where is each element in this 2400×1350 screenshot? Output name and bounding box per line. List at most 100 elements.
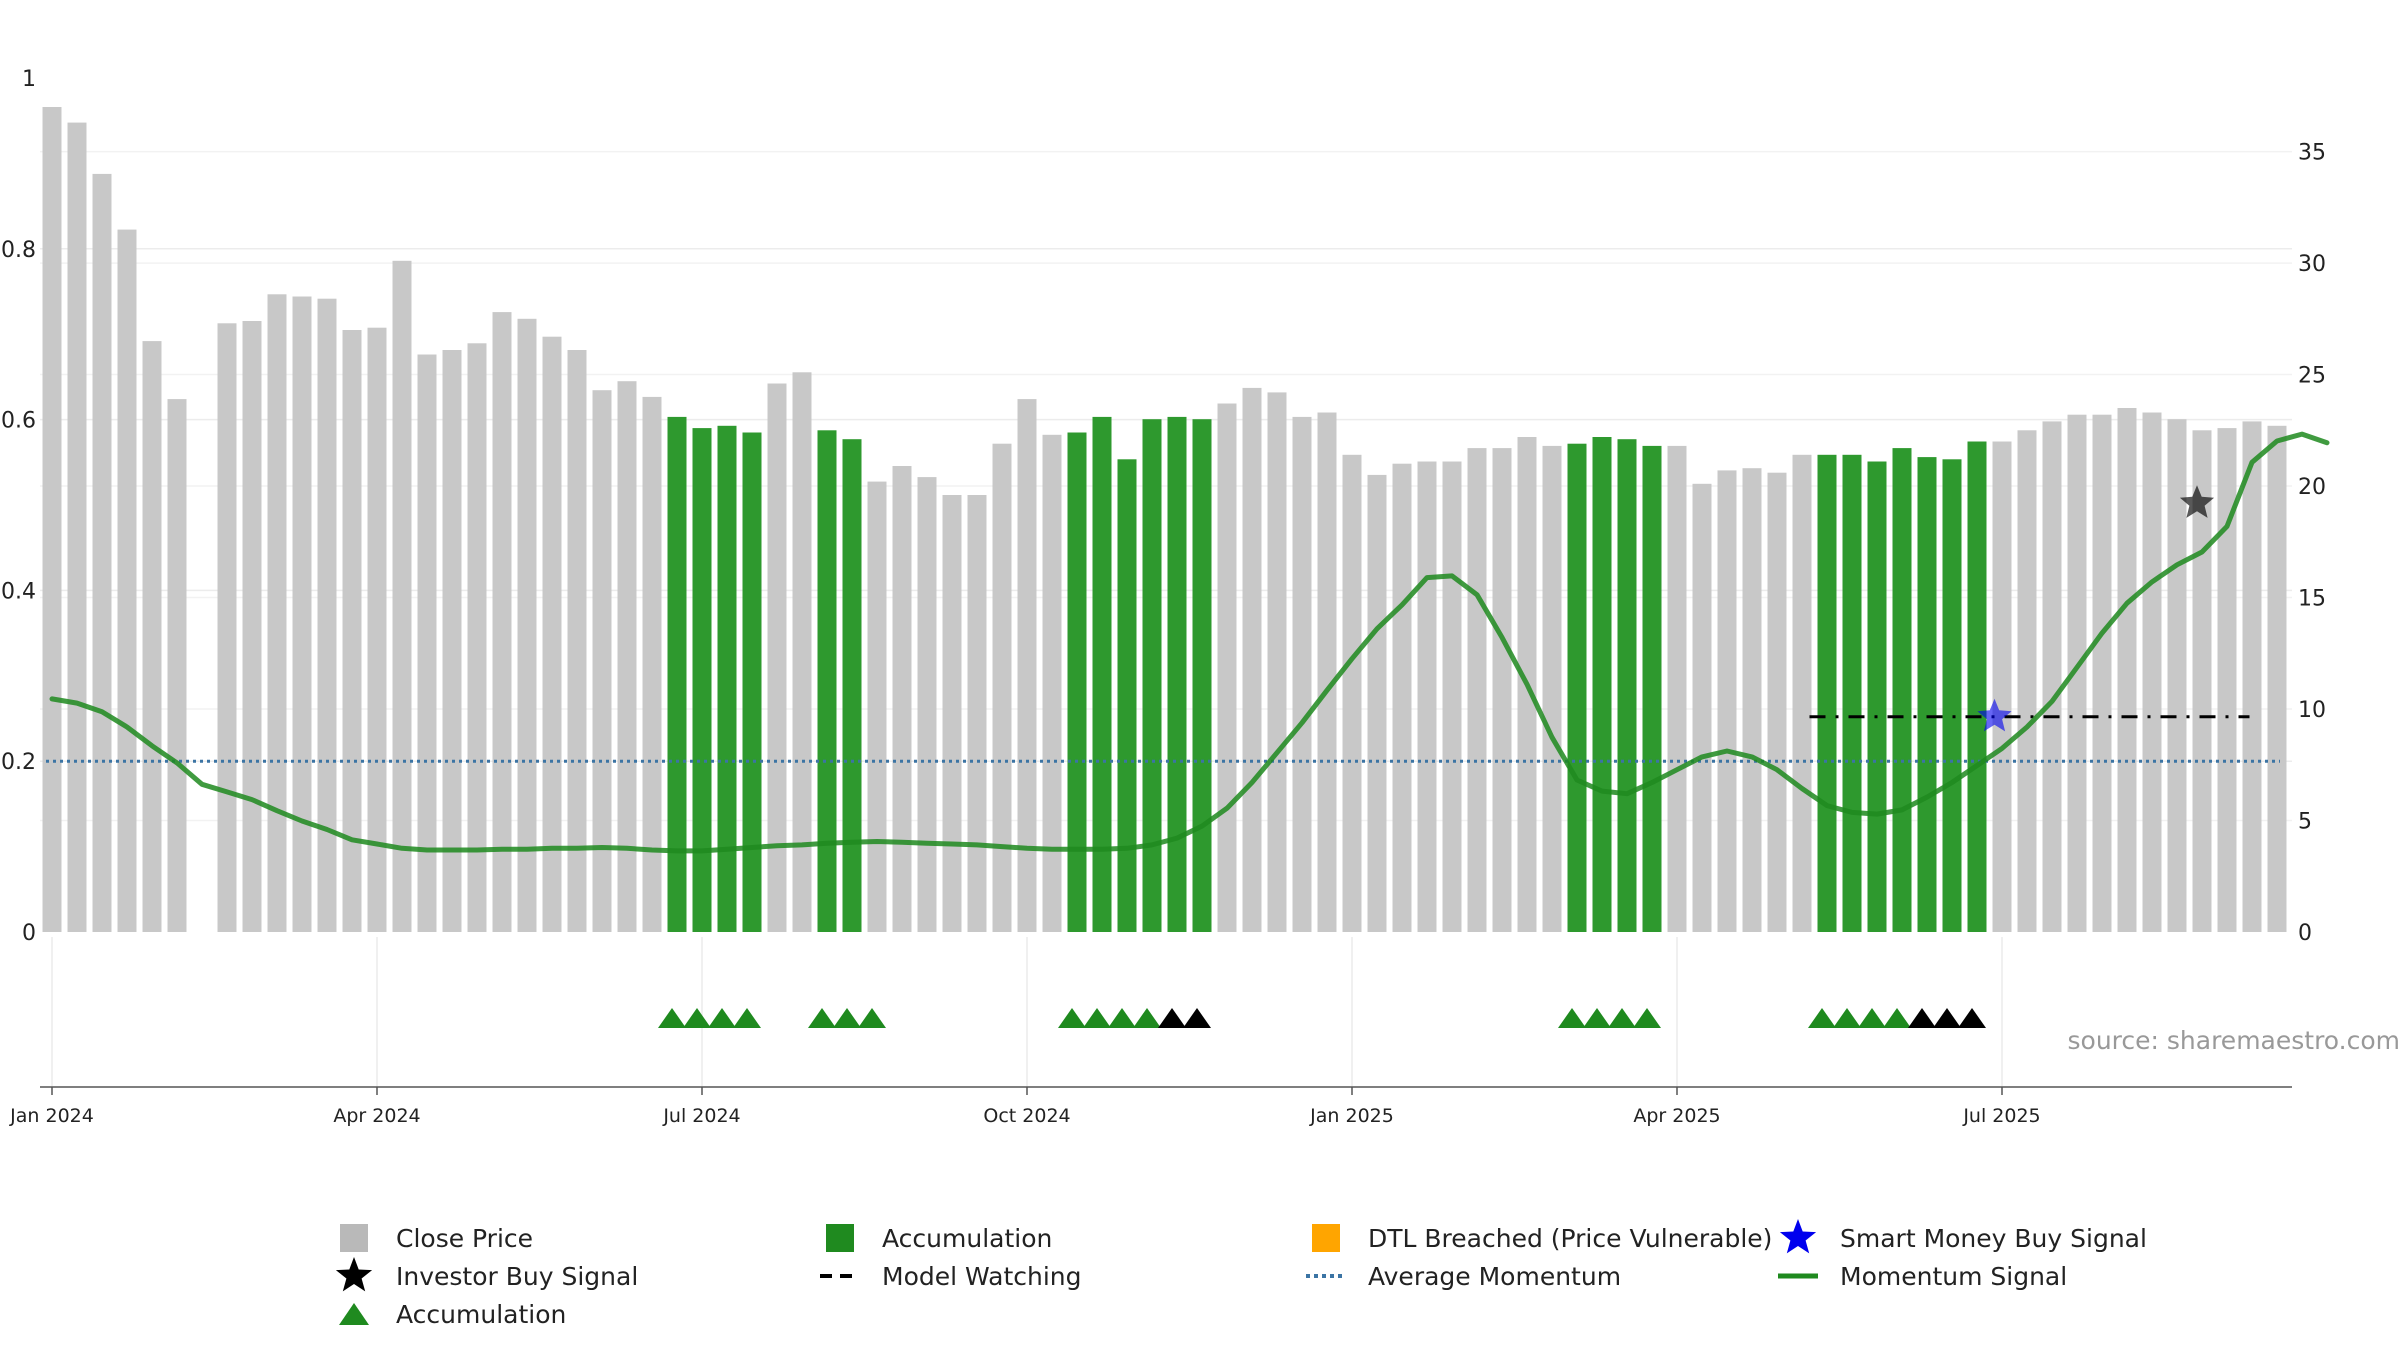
price-bar: [42, 107, 62, 932]
legend-label: Model Watching: [882, 1262, 1082, 1291]
price-bar: [1317, 412, 1337, 932]
accumulation-bar: [1917, 457, 1937, 932]
price-bar: [1267, 392, 1287, 932]
price-bar: [867, 481, 887, 932]
price-bar: [1367, 474, 1387, 932]
legend-label: Average Momentum: [1368, 1262, 1621, 1291]
price-bar: [1467, 448, 1487, 932]
price-bar: [2217, 428, 2237, 932]
right-axis: 0 5 10 15 20 25 30 35: [2298, 141, 2326, 946]
price-bar: [2117, 408, 2137, 932]
accumulation-bar: [1192, 419, 1212, 932]
price-bar: [1492, 448, 1512, 932]
legend-item: DTL Breached (Price Vulnerable): [1312, 1224, 1772, 1253]
investor-buy-star: [2179, 485, 2215, 518]
left-tick-label: 0.8: [1, 238, 36, 263]
price-bar: [967, 495, 987, 932]
price-bar: [517, 318, 537, 932]
right-tick-label: 35: [2298, 141, 2326, 166]
price-bars: [42, 107, 2287, 933]
legend-label: Accumulation: [396, 1300, 566, 1329]
legend-item: Momentum Signal: [1778, 1262, 2067, 1291]
momentum-line: [49, 431, 2330, 854]
right-tick-label: 20: [2298, 475, 2326, 500]
price-bar: [167, 399, 187, 933]
accumulation-bar: [1842, 454, 1862, 932]
price-bar: [542, 336, 562, 932]
price-bar: [892, 466, 912, 932]
price-bar: [2042, 421, 2062, 932]
price-bar: [2142, 412, 2162, 932]
right-tick-label: 25: [2298, 364, 2326, 389]
accumulation-bar: [717, 425, 737, 932]
price-bar: [1042, 434, 1062, 932]
price-bar: [92, 173, 112, 932]
price-bar: [767, 383, 787, 932]
price-bar: [392, 260, 412, 932]
accumulation-bar: [1067, 432, 1087, 932]
black-triangle: [1183, 1008, 1211, 1028]
signal-markers: [1977, 485, 2215, 732]
price-bar: [1717, 470, 1737, 932]
left-tick-label: 0.2: [1, 750, 36, 775]
green-triangle: [1083, 1008, 1111, 1028]
x-tick-label: Jul 2024: [662, 1105, 740, 1127]
green-triangle: [833, 1008, 861, 1028]
accumulation-bar: [742, 432, 762, 932]
price-bar: [317, 298, 337, 932]
green-triangle: [1808, 1008, 1836, 1028]
x-tick-label: Jan 2024: [9, 1105, 94, 1127]
price-bar: [67, 122, 87, 933]
x-tick-label: Apr 2024: [333, 1105, 420, 1127]
right-tick-label: 0: [2298, 921, 2312, 946]
price-bar: [792, 372, 812, 932]
legend-star-icon: [1779, 1219, 1817, 1254]
signal-strip: [51, 937, 2003, 1087]
price-bar: [1017, 399, 1037, 933]
black-triangle: [1908, 1008, 1936, 1028]
legend-item: Investor Buy Signal: [335, 1257, 638, 1292]
green-triangle: [1558, 1008, 1586, 1028]
price-bar: [617, 381, 637, 932]
price-bar: [417, 354, 437, 932]
accumulation-bar: [1092, 416, 1112, 932]
price-bar: [217, 323, 237, 932]
green-triangle: [733, 1008, 761, 1028]
accumulation-bar: [1642, 445, 1662, 932]
accumulation-bar: [692, 428, 712, 932]
grid: [40, 150, 2292, 822]
x-tick-label: Apr 2025: [1633, 1105, 1720, 1127]
legend-square-icon: [826, 1224, 854, 1252]
x-tick-label: Jan 2025: [1309, 1105, 1394, 1127]
green-triangle: [658, 1008, 686, 1028]
price-bar: [467, 343, 487, 932]
price-bar: [442, 350, 462, 932]
accumulation-bar: [1592, 437, 1612, 932]
accumulation-bar: [1617, 439, 1637, 932]
accumulation-bar: [1142, 419, 1162, 932]
left-tick-label: 0.6: [1, 409, 36, 434]
price-bar: [492, 312, 512, 933]
green-triangle: [1133, 1008, 1161, 1028]
price-bar: [1292, 416, 1312, 932]
x-tick-label: Jul 2025: [1962, 1105, 2040, 1127]
source-label: source: sharemaestro.com: [2068, 1026, 2400, 1055]
accumulation-bar: [1117, 459, 1137, 932]
accumulation-bar: [817, 430, 837, 932]
legend-item: Average Momentum: [1306, 1262, 1621, 1291]
price-bar: [1417, 461, 1437, 932]
accumulation-bar: [842, 439, 862, 932]
green-triangle: [1858, 1008, 1886, 1028]
left-tick-label: 0: [22, 921, 36, 946]
green-triangle: [708, 1008, 736, 1028]
price-bar: [1792, 454, 1812, 932]
x-tick-label: Oct 2024: [983, 1105, 1070, 1127]
price-bar: [992, 443, 1012, 932]
accumulation-bar: [1967, 441, 1987, 932]
price-bar: [2242, 421, 2262, 932]
price-bar: [1342, 454, 1362, 932]
green-triangle: [1583, 1008, 1611, 1028]
price-bar: [942, 495, 962, 932]
price-bar: [342, 330, 362, 932]
